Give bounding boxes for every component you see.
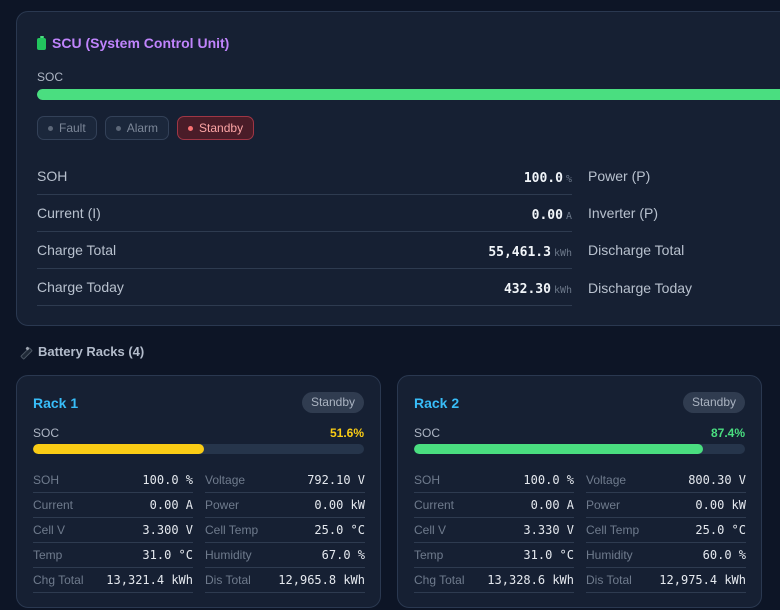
rack-metric: Cell Temp 25.0 °C [205,518,365,543]
rack-card-2[interactable]: Rack 2 Standby SOC 87.4% SOH 100.0 % Volt… [397,375,762,608]
section-title: Battery Racks (4) [38,344,145,359]
metric-value: 432.30 kWh [503,282,572,297]
scu-row-inverter-label: Inverter (P) [588,205,659,221]
scu-soc-bar [37,89,780,100]
metric-value: 55,461.3 kWh [488,245,572,260]
rack-metric: Cell V 3.300 V [33,518,193,543]
status-label: Alarm [126,121,159,135]
status-standby: Standby [177,116,255,140]
status-fault: Fault [37,116,97,140]
rack-soc-bar [33,444,364,454]
rack-metric: Current 0.00 A [33,493,193,518]
rack-metric: Humidity 60.0 % [586,543,746,568]
rack-status-badge: Standby [682,392,745,413]
scu-row-charge-total: Charge Total 55,461.3 kWh [37,232,572,269]
status-dot-icon [115,125,121,131]
metric-label: Charge Today [37,279,124,295]
scu-row-charge-today: Charge Today 432.30 kWh [37,269,572,306]
rack-card-1[interactable]: Rack 1 Standby SOC 51.6% SOH 100.0 % Volt… [16,375,381,608]
rack-metric: SOH 100.0 % [33,468,193,493]
scu-row-discharge-total-label: Discharge Total [588,242,685,258]
rack-metric: Cell V 3.330 V [414,518,574,543]
rack-metric: Chg Total 13,321.4 kWh [33,568,193,593]
scu-row-soh: SOH 100.0% [37,158,572,195]
scu-card: SCU (System Control Unit) SOC Fault Alar… [16,11,780,326]
rack-soc-bar-fill [414,444,704,454]
rack-metric: Humidity 67.0 % [205,543,365,568]
status-label: Standby [199,121,244,135]
metric-label: Charge Total [37,242,117,258]
rack-metric: Power 0.00 kW [586,493,746,518]
rack-soc-bar-fill [33,444,204,454]
rack-metric: Voltage 792.10 V [205,468,365,493]
status-label: Fault [59,121,86,135]
scu-soc-bar-fill [37,89,780,100]
rack-soc-value: 51.6% [329,426,364,440]
scu-row-current: Current (I) 0.00 A [37,195,572,232]
scu-status-indicators: Fault Alarm Standby [37,116,255,140]
metric-label: Current (I) [37,205,101,221]
rack-metric: Voltage 800.30 V [586,468,746,493]
rack-metric: Chg Total 13,328.6 kWh [414,568,574,593]
rack-title: Rack 2 [414,395,460,411]
metric-value: 100.0% [523,171,572,186]
scu-soc-label: SOC [37,70,64,84]
battery-icon [37,36,46,50]
rack-title: Rack 1 [33,395,79,411]
rack-metric: SOH 100.0 % [414,468,574,493]
battery-racks-heading: Battery Racks (4) [19,344,145,360]
status-dot-icon [188,125,194,131]
rack-metric: Current 0.00 A [414,493,574,518]
scu-row-power-label: Power (P) [588,168,651,184]
rack-metric: Dis Total 12,975.4 kWh [586,568,746,593]
scu-row-discharge-today-label: Discharge Today [588,280,693,296]
rack-soc-label: SOC [33,426,60,440]
status-alarm: Alarm [104,116,170,140]
metric-label: SOH [37,168,68,184]
rack-metric: Dis Total 12,965.8 kWh [205,568,365,593]
status-dot-icon [48,125,53,131]
rack-soc-value: 87.4% [710,426,745,440]
rack-metric: Cell Temp 25.0 °C [586,518,746,543]
rack-metric: Temp 31.0 °C [414,543,574,568]
rack-status-badge: Standby [301,392,364,413]
rack-metric: Temp 31.0 °C [33,543,193,568]
scu-header: SCU (System Control Unit) [37,35,229,51]
rack-soc-label: SOC [414,426,441,440]
rack-soc-bar [414,444,745,454]
plug-icon [19,345,33,360]
metric-value: 0.00 A [531,208,572,223]
scu-title: SCU (System Control Unit) [52,35,230,51]
rack-metric: Power 0.00 kW [205,493,365,518]
